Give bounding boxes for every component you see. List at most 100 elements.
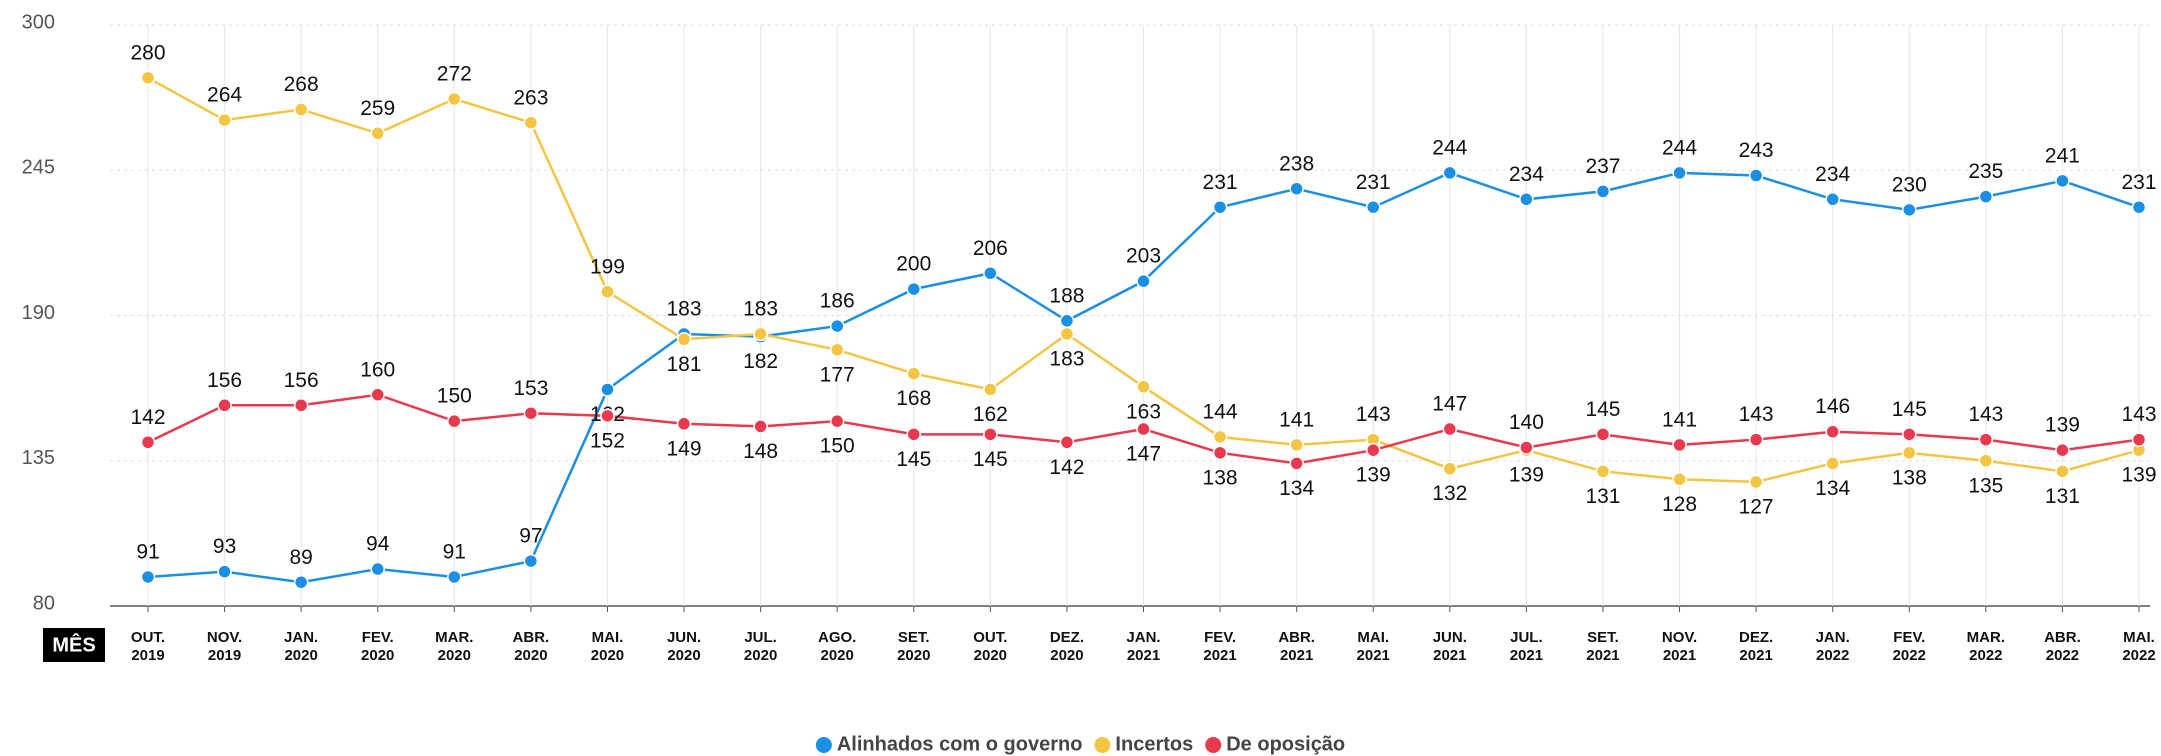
data-label: 145	[973, 448, 1008, 471]
data-point	[1519, 440, 1534, 455]
data-point	[1978, 432, 1994, 447]
data-label: 241	[2045, 144, 2080, 167]
data-label: 94	[366, 533, 390, 556]
data-label: 183	[743, 298, 778, 321]
data-point	[1365, 442, 1381, 458]
legend-marker	[815, 737, 832, 753]
data-label: 97	[519, 525, 542, 548]
x-tick-label: FEV. 2022	[1893, 629, 1926, 664]
data-label: 243	[1739, 139, 1774, 162]
data-point	[600, 382, 615, 397]
x-tick-label: MAI. 2022	[2122, 629, 2155, 664]
data-point	[1212, 429, 1228, 445]
data-point	[293, 398, 309, 413]
data-point	[1825, 424, 1840, 439]
data-point	[906, 281, 922, 297]
data-label: 259	[360, 97, 395, 120]
data-label: 145	[896, 448, 931, 471]
data-label: 131	[2045, 485, 2080, 508]
data-point	[217, 398, 232, 413]
data-label: 91	[443, 540, 466, 563]
x-tick-label: SET. 2021	[1586, 629, 1619, 664]
x-tick-label: MAR. 2022	[1967, 629, 2005, 664]
data-label: 150	[437, 385, 472, 408]
data-label: 142	[1049, 456, 1084, 479]
x-tick-label: MAI. 2020	[591, 629, 624, 664]
data-point	[1519, 192, 1534, 207]
data-label: 181	[667, 353, 702, 376]
x-tick-label: JAN. 2021	[1126, 629, 1160, 664]
data-point	[1595, 464, 1611, 479]
data-label: 89	[289, 546, 312, 569]
data-label: 244	[1432, 136, 1467, 159]
x-tick-label: OUT. 2019	[131, 629, 165, 664]
x-tick-label: ABR. 2021	[1278, 629, 1315, 664]
data-point	[1672, 471, 1687, 487]
data-label: 132	[1432, 482, 1467, 505]
data-label: 238	[1279, 152, 1314, 175]
data-label: 139	[1356, 464, 1391, 487]
x-tick-label: AGO. 2020	[818, 629, 856, 664]
data-point	[523, 115, 539, 130]
data-label: 131	[1585, 485, 1620, 508]
data-label: 138	[1892, 466, 1927, 489]
x-tick-label: FEV. 2021	[1203, 629, 1236, 664]
data-label: 234	[1815, 163, 1850, 186]
data-point	[1442, 461, 1458, 476]
data-point	[676, 416, 692, 432]
data-label: 231	[1356, 171, 1391, 194]
data-point	[370, 387, 385, 402]
data-label: 142	[130, 406, 165, 429]
data-point	[1365, 199, 1381, 215]
data-label: 203	[1126, 245, 1161, 268]
data-label: 138	[1203, 466, 1238, 489]
x-label-box	[43, 628, 105, 662]
x-tick-label: JUL. 2020	[744, 629, 777, 664]
x-tick-label: OUT. 2020	[973, 629, 1007, 664]
data-point	[1748, 168, 1764, 183]
data-point	[1059, 313, 1075, 329]
x-tick-label: SET. 2020	[897, 629, 930, 664]
data-label: 147	[1126, 443, 1161, 466]
x-tick-label: DEZ. 2020	[1050, 629, 1084, 664]
data-label: 183	[667, 298, 702, 321]
data-point	[1595, 427, 1611, 442]
x-tick-label: MAI. 2021	[1357, 629, 1390, 664]
data-label: 200	[896, 253, 931, 276]
data-label: 147	[1432, 393, 1467, 416]
data-label: 150	[820, 435, 855, 458]
data-label: 145	[1585, 398, 1620, 421]
data-point	[1212, 199, 1228, 215]
data-label: 140	[1509, 411, 1544, 434]
data-point	[217, 112, 232, 128]
data-point	[217, 564, 232, 579]
data-point	[523, 553, 539, 569]
data-point	[983, 382, 998, 397]
data-point	[1289, 456, 1304, 471]
data-point	[1825, 192, 1840, 207]
data-point	[1902, 445, 1917, 461]
data-label: 264	[207, 84, 242, 107]
data-label: 145	[1892, 398, 1927, 421]
data-point	[2055, 464, 2070, 479]
data-point	[906, 427, 922, 442]
legend-label: De oposição	[1226, 733, 1345, 755]
data-point	[676, 332, 692, 347]
data-point	[1595, 184, 1611, 199]
x-tick-label: JUL. 2021	[1510, 629, 1543, 664]
x-tick-label: NOV. 2019	[207, 629, 242, 664]
data-label: 135	[1968, 474, 2003, 497]
legend-label: Incertos	[1115, 733, 1193, 755]
data-point	[140, 569, 156, 585]
data-label: 183	[1049, 348, 1084, 371]
data-point	[1289, 181, 1304, 196]
data-label: 143	[1739, 403, 1774, 426]
data-point	[829, 318, 845, 334]
data-label: 231	[2121, 171, 2156, 194]
data-point	[829, 342, 845, 358]
x-tick-label: JAN. 2022	[1816, 629, 1850, 664]
legend-label: Alinhados com o governo	[837, 733, 1083, 755]
y-tick-label: 190	[22, 302, 55, 324]
y-tick-label: 300	[22, 11, 55, 33]
